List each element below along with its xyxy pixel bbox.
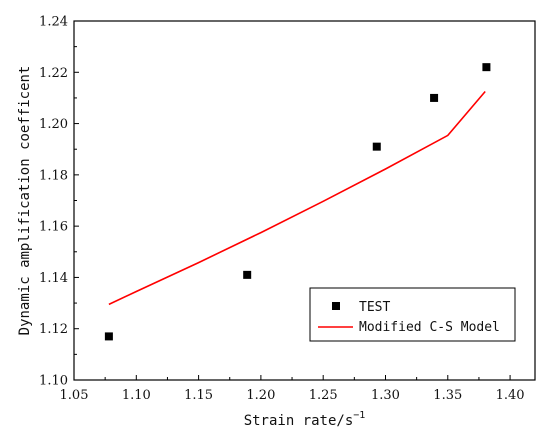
test-point (104, 332, 113, 341)
legend-label-test: TEST (359, 300, 390, 315)
test-point (243, 270, 252, 279)
y-tick-labels: 1.10 1.12 1.14 1.16 1.18 1.20 1.22 1.24 (39, 15, 68, 389)
x-tick-labels: 1.05 1.10 1.15 1.20 1.25 1.30 1.35 1.40 (60, 388, 525, 403)
x-tick-label: 1.05 (60, 388, 89, 403)
y-tick-label: 1.20 (39, 117, 68, 132)
x-tick-label: 1.15 (184, 388, 213, 403)
y-axis-title: Dynamic amplification coefficent (17, 66, 33, 336)
legend: TEST Modified C-S Model (309, 287, 516, 342)
model-line (108, 90, 486, 306)
test-point (482, 63, 491, 72)
y-tick-label: 1.16 (39, 220, 68, 235)
x-tick-label: 1.30 (371, 388, 400, 403)
plot-frame (73, 20, 536, 381)
y-tick-label: 1.14 (39, 271, 68, 286)
test-points-layer (104, 63, 491, 341)
model-line-layer (108, 90, 486, 306)
legend-label-model: Modified C-S Model (359, 320, 500, 335)
test-point (430, 93, 439, 102)
x-tick-label: 1.40 (496, 388, 525, 403)
test-point (372, 142, 381, 151)
y-tick-label: 1.22 (39, 66, 68, 81)
x-tick-label: 1.25 (309, 388, 338, 403)
x-axis-title: Strain rate/s−1 (244, 410, 366, 429)
legend-marker-test (332, 302, 340, 310)
x-tick-label: 1.20 (246, 388, 275, 403)
x-tick-label: 1.10 (122, 388, 151, 403)
y-tick-label: 1.24 (39, 15, 68, 30)
y-tick-label: 1.10 (39, 374, 68, 389)
x-tick-label: 1.35 (433, 388, 462, 403)
y-tick-label: 1.12 (39, 322, 68, 337)
y-tick-label: 1.18 (39, 168, 68, 183)
legend-box (309, 287, 516, 342)
